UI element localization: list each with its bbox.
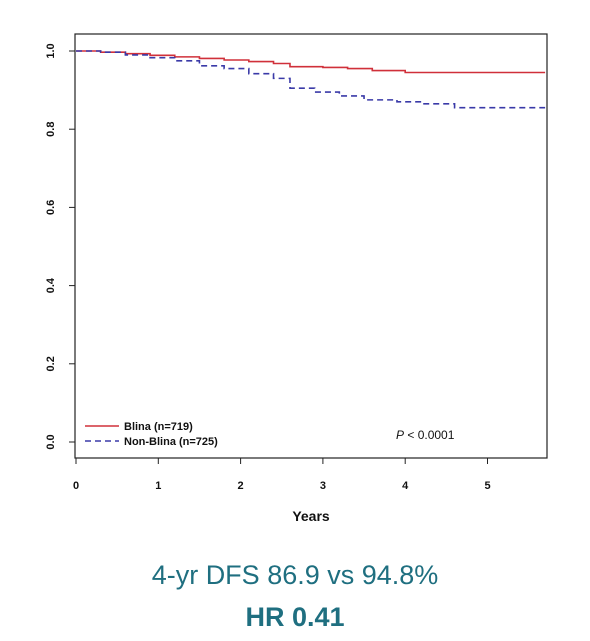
x-tick-label: 1	[155, 480, 161, 492]
legend: Blina (n=719) Non-Blina (n=725)	[85, 421, 218, 448]
x-tick-label: 4	[402, 480, 409, 492]
series-line-blina	[76, 50, 546, 74]
p-value-prefix: P	[396, 428, 404, 442]
p-value-annotation: P < 0.0001	[396, 428, 455, 442]
x-tick-label: 3	[320, 480, 326, 492]
x-axis-title: Years	[292, 508, 330, 524]
x-tick-label: 5	[484, 480, 490, 492]
series-line-non-blina	[76, 50, 546, 109]
series-layer	[76, 50, 546, 109]
y-tick-label: 1.0	[45, 43, 57, 58]
y-tick-label: 0.0	[45, 434, 57, 449]
caption-hr: HR 0.41	[245, 602, 345, 632]
y-axis: 0.0 0.2 0.4 0.6 0.8 1.0	[45, 43, 75, 450]
plot-area	[74, 33, 548, 459]
y-tick-label: 0.6	[45, 200, 57, 215]
y-tick-label: 0.2	[45, 356, 57, 371]
y-tick-label: 0.4	[45, 277, 57, 293]
caption-dfs: 4-yr DFS 86.9 vs 94.8%	[151, 560, 439, 590]
legend-label: Blina (n=719)	[124, 421, 193, 433]
plot-frame	[74, 33, 548, 459]
x-tick-label: 2	[238, 480, 244, 492]
legend-label: Non-Blina (n=725)	[124, 436, 218, 448]
x-axis: 0 1 2 3 4 5	[73, 458, 491, 492]
x-tick-label: 0	[73, 480, 79, 492]
p-value-text: < 0.0001	[404, 428, 455, 442]
y-tick-label: 0.8	[45, 122, 57, 137]
